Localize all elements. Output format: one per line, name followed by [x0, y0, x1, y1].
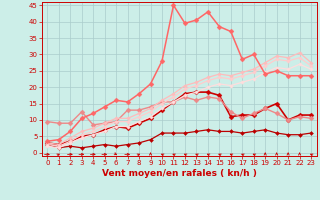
- X-axis label: Vent moyen/en rafales ( kn/h ): Vent moyen/en rafales ( kn/h ): [102, 169, 257, 178]
